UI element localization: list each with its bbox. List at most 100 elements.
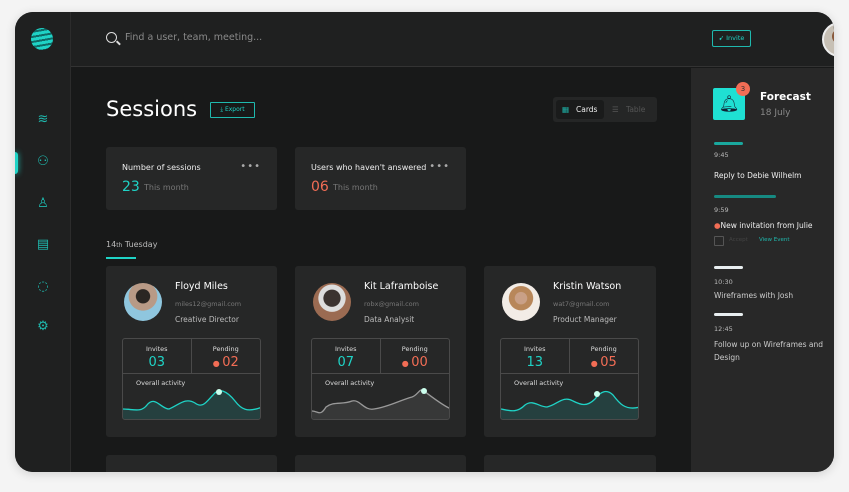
stat-value: 06	[311, 179, 329, 195]
pending-cell: Pending ● 02	[191, 339, 260, 374]
settings-icon[interactable]: ⚙	[37, 319, 49, 334]
stat-label: Number of sessions	[122, 163, 201, 172]
table-icon: ☰	[612, 105, 619, 114]
activity-label: Overall activity	[514, 379, 564, 387]
person-card[interactable]	[106, 455, 277, 472]
person-card[interactable]: Kit Laframboise robx@gmail.com Data Anal…	[295, 266, 466, 437]
stat-card-sessions: Number of sessions ••• 23 This month	[106, 147, 277, 210]
sparkline-line	[123, 390, 260, 411]
more-icon[interactable]: •••	[240, 161, 261, 172]
stat-value: 23	[122, 179, 140, 195]
chat-icon[interactable]: ◌	[37, 279, 49, 294]
layers-icon[interactable]: ≋	[37, 112, 49, 127]
invites-label: Invites	[334, 345, 357, 353]
activity-label: Overall activity	[325, 379, 375, 387]
person-role: Data Analysit	[364, 315, 415, 324]
invites-cell: Invites 07	[312, 339, 381, 374]
invites-value: 03	[148, 355, 166, 370]
tab-table[interactable]: ☰ Table	[606, 100, 654, 119]
person-card[interactable]	[484, 455, 656, 472]
person-avatar	[313, 283, 351, 321]
forecast-date: 18 July	[760, 108, 791, 118]
invites-cell: Invites 03	[123, 339, 192, 374]
sparkline-marker	[594, 391, 600, 397]
pending-label: Pending	[212, 345, 239, 353]
timeline-bar	[714, 313, 743, 316]
sparkline-marker	[216, 389, 222, 395]
person-name[interactable]: Floyd Miles	[175, 281, 228, 292]
tab-cards[interactable]: ▦ Cards	[556, 100, 604, 119]
sparkline-area	[123, 390, 260, 419]
users-icon[interactable]: ⚇	[37, 154, 49, 169]
activity-box: Invites 03 Pending ● 02 Overall activity	[122, 338, 261, 420]
export-button[interactable]: ⤓ Export	[210, 102, 255, 118]
timeline-bar	[714, 142, 743, 145]
stat-sub: This month	[333, 183, 378, 192]
forecast-panel: 🔔︎ 3 Forecast 18 July 9:45 Reply to Debi…	[691, 68, 834, 472]
document-icon[interactable]: ▤	[36, 237, 50, 252]
person-avatar	[124, 283, 162, 321]
person-card[interactable]: Kristin Watson wat7@gmail.com Product Ma…	[484, 266, 656, 437]
person-card[interactable]: Floyd Miles miles12@gmail.com Creative D…	[106, 266, 277, 437]
notification-badge: 3	[736, 82, 750, 96]
sparkline-area	[501, 391, 638, 419]
activity-sparkline	[501, 390, 638, 419]
page-title: Sessions	[106, 97, 198, 121]
pending-dot: ●	[401, 359, 412, 368]
invites-value: 07	[337, 355, 355, 370]
person-card[interactable]	[295, 455, 466, 472]
event-title[interactable]: Reply to Debie Wilhelm	[714, 171, 802, 180]
event-time: 10:30	[714, 278, 733, 286]
pending-label: Pending	[401, 345, 428, 353]
event-time: 12:45	[714, 325, 733, 333]
logo	[31, 28, 53, 50]
bell-icon[interactable]: 🔔︎	[713, 88, 745, 120]
pending-dot: ●	[212, 359, 223, 368]
activity-sparkline	[123, 389, 260, 419]
activity-sparkline	[312, 388, 449, 419]
activity-box: Invites 13 Pending ● 05 Overall activity	[500, 338, 639, 420]
person-role: Creative Director	[175, 315, 239, 324]
stat-label: Users who haven't answered	[311, 163, 427, 172]
invite-button[interactable]: ➹ Invite	[712, 30, 751, 47]
timeline-bar	[714, 195, 776, 198]
sparkline-line	[501, 390, 638, 412]
person-name[interactable]: Kristin Watson	[553, 281, 622, 292]
day-underline	[106, 257, 136, 259]
unread-dot: ●	[714, 221, 721, 230]
active-indicator	[15, 152, 18, 174]
sidebar: ≋ ⚇ ♙ ▤ ◌ ⚙	[15, 12, 71, 472]
day-num: 14	[106, 240, 117, 249]
user-icon[interactable]: ♙	[37, 196, 49, 211]
main-content: Sessions ⤓ Export ▦ Cards ☰ Table Number o…	[71, 68, 691, 472]
invites-value: 13	[526, 355, 544, 370]
event-title[interactable]: ●New invitation from Julie	[714, 221, 813, 230]
accept-label[interactable]: Accept	[729, 237, 748, 243]
sparkline-area	[312, 389, 449, 419]
sparkline-marker	[421, 388, 427, 394]
search-input[interactable]: Find a user, team, meeting...	[125, 32, 263, 43]
day-suffix: th	[116, 242, 123, 249]
send-icon: ➹	[718, 34, 727, 42]
person-name[interactable]: Kit Laframboise	[364, 281, 439, 292]
event-title[interactable]: Wireframes with Josh	[714, 291, 794, 300]
view-toggle: ▦ Cards ☰ Table	[553, 97, 657, 122]
event-time: 9:59	[714, 206, 729, 214]
day-label: 14th Tuesday	[106, 240, 157, 249]
activity-label: Overall activity	[136, 379, 186, 387]
pending-value: 02	[222, 355, 239, 370]
user-avatar[interactable]	[822, 22, 834, 57]
grid-icon: ▦	[562, 105, 570, 114]
pending-label: Pending	[590, 345, 617, 353]
person-email: wat7@gmail.com	[553, 300, 610, 308]
download-icon: ⤓	[220, 106, 225, 113]
event-title[interactable]: Follow up on Wireframes and Design	[714, 340, 824, 362]
pending-cell: Pending ● 05	[569, 339, 638, 374]
view-event-link[interactable]: View Event	[759, 237, 790, 243]
person-role: Product Manager	[553, 315, 617, 324]
accept-checkbox[interactable]	[714, 236, 724, 246]
header: Find a user, team, meeting... ➹ Invite	[71, 12, 834, 67]
more-icon[interactable]: •••	[429, 161, 450, 172]
pending-dot: ●	[590, 359, 601, 368]
forecast-title: Forecast	[760, 91, 811, 103]
